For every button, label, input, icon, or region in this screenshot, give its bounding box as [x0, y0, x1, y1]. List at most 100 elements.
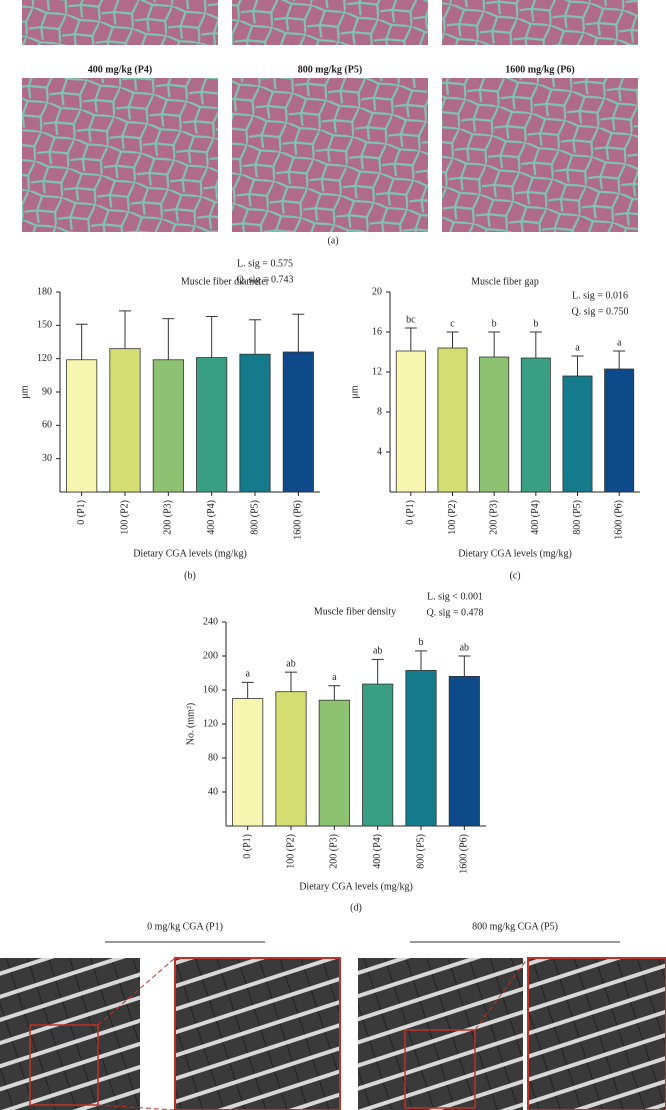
bar — [232, 698, 264, 827]
bar — [196, 357, 228, 493]
y-tick-label: 60 — [42, 420, 52, 431]
x-tick-label: 200 (P3) — [488, 500, 499, 535]
y-tick-label: 12 — [372, 366, 382, 377]
x-tick-label: 200 (P3) — [163, 500, 174, 535]
panel-label: (b) — [184, 570, 196, 581]
panel-label: (c) — [509, 570, 520, 581]
y-axis-label: No. (mm²) — [185, 703, 196, 745]
bar — [109, 348, 141, 493]
bar — [362, 683, 394, 827]
y-tick-label: 30 — [42, 453, 52, 464]
bar — [448, 676, 480, 827]
tem-images — [0, 957, 666, 1110]
x-tick-label: 100 (P2) — [119, 500, 130, 535]
x-tick-label: 1600 (P6) — [613, 500, 624, 540]
panel-label: (a) — [327, 235, 338, 246]
significance-letter: b — [533, 318, 538, 329]
x-tick-label: 800 (P5) — [415, 834, 426, 869]
bar — [520, 357, 551, 493]
bar — [604, 368, 635, 493]
bar — [405, 670, 437, 827]
x-tick-label: 200 (P3) — [329, 834, 340, 869]
x-tick-label: 0 (P1) — [405, 500, 416, 525]
micrograph — [442, 0, 638, 45]
significance-letter: a — [245, 669, 250, 680]
zoom-line — [97, 957, 176, 1026]
micrograph — [232, 78, 428, 232]
tem-inset — [527, 957, 666, 1110]
stat-label: L. sig = 0.016 — [572, 290, 628, 301]
chart-title: Muscle fiber density — [314, 606, 396, 617]
micrograph-label: 400 mg/kg (P4) — [88, 64, 152, 75]
stat-label: Q. sig = 0.743 — [236, 274, 293, 285]
bar — [562, 375, 593, 493]
micrograph — [442, 78, 638, 232]
micrograph-label: 800 mg/kg (P5) — [298, 64, 362, 75]
bar — [66, 359, 98, 493]
zoom-box — [404, 1029, 476, 1109]
x-tick-label: 100 (P2) — [285, 834, 296, 869]
significance-letter: b — [419, 637, 424, 648]
x-tick-label: 400 (P4) — [206, 500, 217, 535]
bar — [282, 351, 314, 493]
significance-letter: b — [492, 318, 497, 329]
x-tick-label: 800 (P5) — [249, 500, 260, 535]
chart-title: Muscle fiber gap — [471, 276, 539, 287]
y-tick-label: 120 — [37, 353, 52, 364]
bar — [152, 359, 184, 493]
bar — [275, 691, 307, 827]
x-tick-label: 400 (P4) — [372, 834, 383, 869]
significance-letter: a — [575, 342, 580, 353]
y-tick-label: 16 — [372, 326, 382, 337]
y-tick-label: 8 — [377, 406, 382, 417]
x-tick-label: 100 (P2) — [447, 500, 458, 535]
significance-letter: a — [332, 672, 337, 683]
bar — [437, 347, 468, 493]
x-tick-label: 0 (P1) — [76, 500, 87, 525]
bar — [395, 350, 426, 493]
stat-label: L. sig = 0.575 — [237, 258, 293, 269]
y-tick-label: 20 — [372, 286, 382, 297]
bar — [318, 699, 350, 827]
zoom-line — [474, 957, 529, 1031]
y-tick-label: 240 — [203, 616, 218, 627]
y-axis-label: μm — [349, 385, 360, 398]
x-tick-label: 1600 (P6) — [293, 500, 304, 540]
tem-label: 800 mg/kg CGA (P5) — [472, 921, 558, 932]
micrograph-label: 1600 mg/kg (P6) — [505, 64, 574, 75]
y-tick-label: 200 — [203, 650, 218, 661]
stat-label: Q. sig = 0.750 — [571, 306, 628, 317]
tem-image — [358, 958, 523, 1110]
significance-letter: bc — [406, 314, 416, 325]
micrograph — [22, 0, 218, 45]
bar — [479, 356, 510, 493]
x-tick-label: 800 (P5) — [572, 500, 583, 535]
x-axis-label: Dietary CGA levels (mg/kg) — [299, 881, 413, 892]
significance-letter: c — [450, 318, 455, 329]
y-tick-label: 120 — [203, 718, 218, 729]
micrographs — [22, 0, 638, 232]
significance-letter: ab — [460, 642, 469, 653]
x-axis-label: Dietary CGA levels (mg/kg) — [133, 548, 247, 559]
significance-letter: ab — [373, 646, 382, 657]
tem-label: 0 mg/kg CGA (P1) — [147, 921, 223, 932]
tem-image — [0, 958, 140, 1110]
x-tick-label: 0 (P1) — [242, 834, 253, 859]
bar — [239, 353, 271, 493]
panel-label: (d) — [350, 902, 362, 913]
zoom-line — [97, 1104, 176, 1110]
x-axis-label: Dietary CGA levels (mg/kg) — [458, 548, 572, 559]
stat-label: Q. sig = 0.478 — [426, 607, 483, 618]
chart-title: Muscle fiber diameter — [181, 276, 270, 287]
significance-letter: a — [617, 337, 622, 348]
stat-label: L. sig < 0.001 — [427, 591, 483, 602]
x-tick-label: 400 (P4) — [530, 500, 541, 535]
y-tick-label: 80 — [208, 752, 218, 763]
tem-inset — [174, 957, 341, 1110]
y-tick-label: 90 — [42, 386, 52, 397]
y-tick-label: 160 — [203, 684, 218, 695]
y-tick-label: 4 — [377, 446, 382, 457]
y-tick-label: 150 — [37, 320, 52, 331]
y-tick-label: 40 — [208, 786, 218, 797]
